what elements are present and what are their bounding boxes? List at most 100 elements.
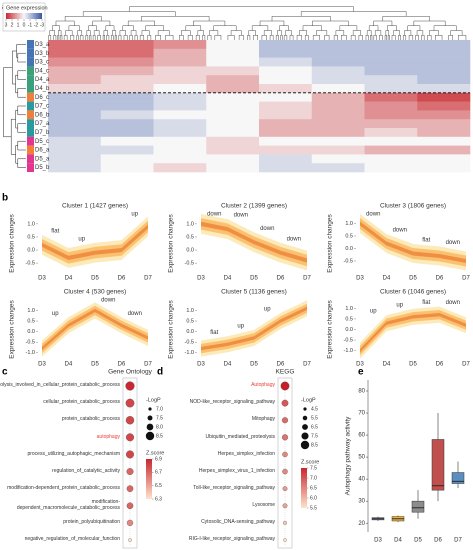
heatmap-cell bbox=[259, 110, 313, 120]
term-label-box: Mitophagy bbox=[252, 417, 275, 422]
trend-annotation: down bbox=[207, 212, 221, 218]
dendrogram bbox=[193, 20, 226, 26]
dendrogram bbox=[70, 35, 75, 40]
dendrogram bbox=[86, 30, 91, 36]
term-label-wrap: negative_regulation_of_molecular_functio… bbox=[0, 532, 120, 548]
heatmap-cell bbox=[311, 40, 365, 50]
dendrogram bbox=[92, 35, 96, 40]
heatmap-cell bbox=[153, 92, 207, 102]
dendrogram bbox=[88, 25, 97, 31]
x-tick-label: D7 bbox=[144, 276, 152, 282]
y-axis-label: Expression changes bbox=[9, 213, 16, 272]
dendrogram bbox=[302, 25, 322, 31]
row-dendrogram bbox=[17, 140, 26, 151]
dendrogram bbox=[141, 30, 150, 36]
heatmap-cell bbox=[311, 66, 365, 76]
dendrogram bbox=[230, 30, 242, 36]
term-label: proteolysis_involved_in_cellular_protein… bbox=[0, 382, 120, 389]
heatmap-cell bbox=[259, 136, 313, 146]
heatmap-cell bbox=[417, 48, 471, 58]
y-tick-label: 1.0 bbox=[27, 308, 35, 314]
row-color-box bbox=[27, 101, 34, 111]
x-tick-label: D5 bbox=[414, 538, 422, 544]
term-label-wrap: protein_catabolic_process bbox=[0, 412, 120, 428]
y-tick-label: 0.0 bbox=[345, 327, 353, 333]
size-legend-title: -LogP bbox=[301, 397, 316, 403]
term-label-wrap: modification-dependent_protein_catabolic… bbox=[0, 481, 120, 497]
size-legend-dot bbox=[300, 440, 310, 450]
dendrogram bbox=[384, 35, 387, 40]
size-legend-dot bbox=[148, 407, 152, 411]
heatmap-cell bbox=[259, 48, 313, 58]
heatmap-cell bbox=[100, 66, 154, 76]
heatmap-cell bbox=[311, 154, 365, 164]
x-tick-label: D5 bbox=[409, 362, 417, 368]
dendrogram bbox=[141, 16, 210, 21]
size-legend-label: 7.0 bbox=[156, 406, 163, 412]
trend-annotation: flat bbox=[422, 238, 430, 244]
heatmap-cell bbox=[417, 101, 471, 111]
term-label: Lysosome bbox=[252, 501, 275, 508]
heatmap-cell bbox=[48, 75, 102, 85]
term-label-wrap: Autophagy bbox=[153, 378, 275, 394]
term-label: RIG-I-like_receptor_signaling_pathway bbox=[188, 536, 275, 543]
heatmap-cell bbox=[153, 40, 207, 50]
dendrogram bbox=[312, 20, 349, 26]
y-tick-label: 1.0 bbox=[345, 221, 353, 227]
heatmap-cell bbox=[206, 57, 260, 67]
term-label-box: Herpes_simplex_virus_1_infection bbox=[199, 468, 275, 473]
colorbar-tick-label: 7.5 bbox=[310, 465, 317, 471]
trend-band bbox=[360, 313, 466, 353]
dendrogram bbox=[304, 35, 309, 40]
dendrogram bbox=[238, 35, 244, 40]
x-tick-label: D4 bbox=[224, 276, 232, 282]
x-tick-label: D7 bbox=[303, 276, 311, 282]
x-tick-label: D4 bbox=[383, 362, 391, 368]
heatmap-cell bbox=[311, 128, 365, 138]
dendrogram bbox=[403, 35, 407, 40]
size-legend-dot bbox=[145, 431, 155, 441]
heatmap-cell bbox=[48, 84, 102, 94]
dendrogram bbox=[413, 20, 446, 26]
term-label-wrap: autophagy bbox=[0, 429, 120, 445]
x-tick-label: D6 bbox=[434, 538, 442, 544]
dendrogram bbox=[195, 35, 200, 40]
heatmap-cell bbox=[100, 84, 154, 94]
term-label-box: Ubiquitin_mediated_proteolysis bbox=[206, 434, 276, 439]
y-tick-label: -1.0 bbox=[185, 350, 194, 356]
heatmap-cell bbox=[364, 84, 418, 94]
colorbar-tick-label: 6.5 bbox=[310, 485, 317, 491]
term-label-box: Autophagy bbox=[153, 378, 275, 394]
term-label-box: cellular_protein_catabolic_process bbox=[43, 400, 120, 405]
dendrogram bbox=[366, 30, 372, 36]
row-color-box bbox=[27, 84, 34, 93]
y-axis-label: Expression changes bbox=[327, 213, 334, 272]
y-tick-label: 0.5 bbox=[27, 234, 35, 240]
colorbar-tick-label: 6.0 bbox=[310, 495, 317, 501]
heatmap-cell bbox=[100, 163, 154, 173]
heatmap-cell bbox=[417, 66, 471, 76]
heatmap-cell bbox=[259, 145, 313, 155]
heatmap-cell bbox=[417, 57, 471, 67]
heatmap-cell bbox=[153, 154, 207, 164]
term-label-wrap: modification-dependent_macromolecule_cat… bbox=[0, 498, 120, 514]
dendrogram bbox=[248, 30, 256, 36]
y-tick-label: 1.0 bbox=[27, 221, 35, 227]
dendrogram bbox=[63, 35, 68, 40]
size-legend-dot bbox=[147, 415, 153, 421]
heatmap-cell bbox=[206, 92, 260, 102]
term-label-wrap: regulation_of_catalytic_activity bbox=[0, 464, 120, 480]
trend-annotation: down bbox=[446, 240, 460, 246]
row-dendrogram bbox=[3, 67, 13, 138]
y-tick-label: -0.5 bbox=[344, 258, 353, 264]
colorbar bbox=[6, 13, 42, 19]
y-tick-label: 20 bbox=[358, 521, 365, 527]
y-axis-label: Autophagy pathway activity bbox=[345, 416, 352, 496]
size-legend-dot bbox=[146, 423, 154, 431]
bubble bbox=[126, 468, 134, 476]
colorbar bbox=[146, 459, 152, 499]
dendrogram bbox=[129, 35, 133, 40]
x-tick-label: D5 bbox=[91, 276, 99, 282]
heatmap-cell bbox=[364, 48, 418, 58]
bubble bbox=[125, 433, 135, 442]
